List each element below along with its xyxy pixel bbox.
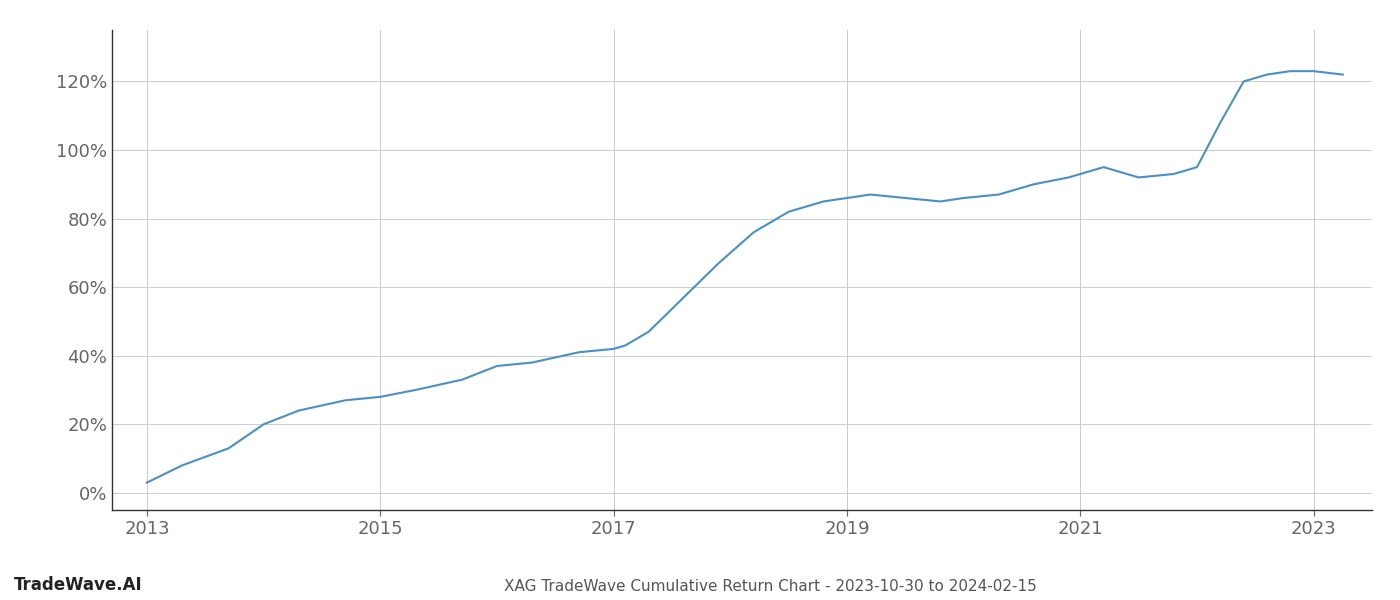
Text: XAG TradeWave Cumulative Return Chart - 2023-10-30 to 2024-02-15: XAG TradeWave Cumulative Return Chart - … <box>504 579 1036 594</box>
Text: TradeWave.AI: TradeWave.AI <box>14 576 143 594</box>
